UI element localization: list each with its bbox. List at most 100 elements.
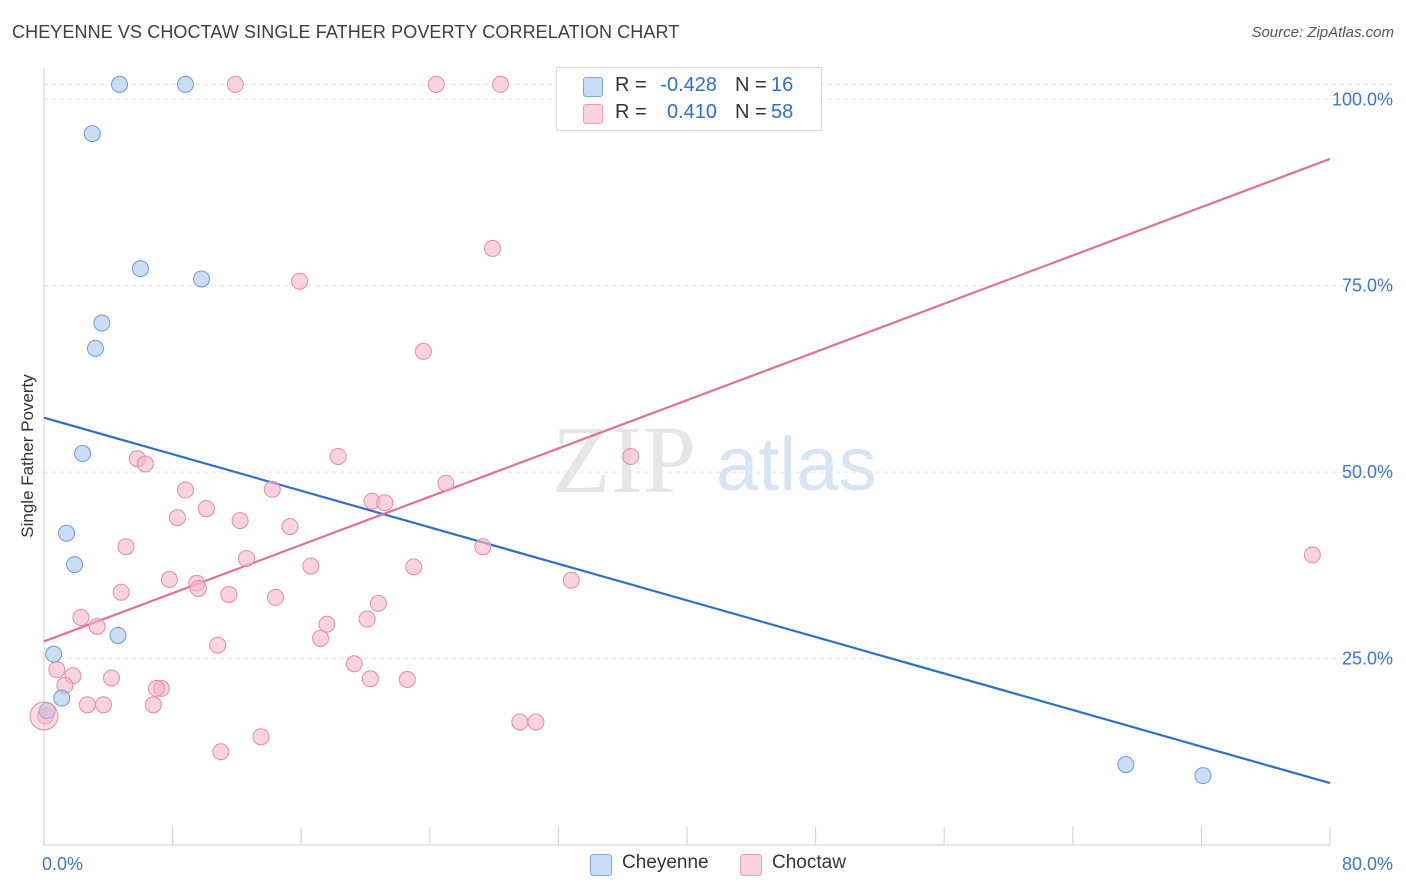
data-point-choctaw xyxy=(226,75,244,93)
y-tick-label: 50.0% xyxy=(1342,462,1393,482)
data-point-choctaw xyxy=(527,713,545,731)
legend-n-label: N = xyxy=(735,74,767,96)
data-point-choctaw xyxy=(361,670,379,688)
data-point-choctaw xyxy=(88,618,106,636)
trend-lines xyxy=(43,157,1331,785)
data-point-choctaw xyxy=(148,679,166,697)
data-point-choctaw xyxy=(112,583,130,601)
legend-r-value: -0.428 xyxy=(660,74,717,96)
data-point-choctaw xyxy=(168,509,186,527)
y-axis-label: Single Father Poverty xyxy=(18,374,37,538)
data-point-choctaw xyxy=(474,538,492,556)
data-point-choctaw xyxy=(302,557,320,575)
data-point-choctaw xyxy=(281,518,299,536)
data-point-choctaw xyxy=(511,713,529,731)
legend-n-label: N = xyxy=(735,101,767,123)
data-point-choctaw xyxy=(376,494,394,512)
data-point-choctaw xyxy=(358,610,376,628)
data-point-choctaw xyxy=(318,615,336,633)
legend-swatch-choctaw xyxy=(740,854,762,876)
data-point-choctaw xyxy=(209,636,227,654)
data-point-choctaw xyxy=(437,474,455,492)
data-point-choctaw xyxy=(291,272,309,290)
data-point-choctaw xyxy=(405,558,423,576)
trend-line-cheyenne xyxy=(43,416,1331,785)
source-label: Source: ZipAtlas.com xyxy=(1251,24,1394,41)
data-point-choctaw xyxy=(622,447,640,465)
data-point-choctaw xyxy=(1303,546,1321,564)
data-point-choctaw xyxy=(266,588,284,606)
data-point-cheyenne xyxy=(66,556,84,574)
data-point-choctaw xyxy=(427,75,445,93)
data-point-choctaw xyxy=(252,728,270,746)
legend-r-label: R = xyxy=(615,74,647,96)
data-point-choctaw xyxy=(345,655,363,673)
chart-title: CHEYENNE VS CHOCTAW SINGLE FATHER POVERT… xyxy=(12,22,680,42)
data-point-cheyenne xyxy=(109,626,127,644)
y-tick-label: 75.0% xyxy=(1342,276,1393,296)
data-point-cheyenne xyxy=(111,75,129,93)
data-point-cheyenne xyxy=(86,339,104,357)
trend-line-choctaw xyxy=(43,157,1331,643)
data-point-choctaw xyxy=(212,743,230,761)
data-point-choctaw xyxy=(29,701,59,731)
data-point-choctaw xyxy=(263,480,281,498)
data-points xyxy=(29,75,1321,785)
data-point-choctaw xyxy=(220,585,238,603)
data-point-choctaw xyxy=(189,579,207,597)
data-point-choctaw xyxy=(492,75,510,93)
data-point-choctaw xyxy=(78,696,96,714)
legend-swatch-cheyenne xyxy=(583,77,603,97)
x-tick-label: 80.0% xyxy=(1342,854,1393,874)
legend-n-value: 58 xyxy=(771,101,794,123)
data-point-choctaw xyxy=(176,481,194,499)
data-point-cheyenne xyxy=(53,689,71,707)
data-point-choctaw xyxy=(136,455,154,473)
data-point-choctaw xyxy=(117,538,135,556)
watermark-atlas: atlas xyxy=(716,422,877,507)
data-point-choctaw xyxy=(94,696,112,714)
data-point-choctaw xyxy=(197,500,215,518)
data-point-cheyenne xyxy=(45,645,63,663)
data-point-choctaw xyxy=(238,550,256,568)
data-point-cheyenne xyxy=(131,260,149,278)
data-point-choctaw xyxy=(414,342,432,360)
data-point-choctaw xyxy=(483,239,501,257)
data-point-choctaw xyxy=(562,571,580,589)
legend-swatch-choctaw xyxy=(583,104,603,124)
data-point-choctaw xyxy=(160,571,178,589)
data-point-choctaw xyxy=(329,447,347,465)
legend-label-cheyenne: Cheyenne xyxy=(622,852,709,873)
legend-r-label: R = xyxy=(615,101,647,123)
legend-r-value: 0.410 xyxy=(666,101,717,123)
data-point-cheyenne xyxy=(1194,767,1212,785)
series-legend: Cheyenne Choctaw xyxy=(0,852,1406,880)
x-tick-label: 0.0% xyxy=(42,854,83,874)
data-point-choctaw xyxy=(72,609,90,627)
data-point-cheyenne xyxy=(58,524,76,542)
data-point-cheyenne xyxy=(74,445,92,462)
data-point-cheyenne xyxy=(93,314,111,332)
legend-n-value: 16 xyxy=(771,74,794,96)
data-point-cheyenne xyxy=(193,270,211,288)
legend-row-choctaw: R = 0.410 N = 58 xyxy=(557,101,821,127)
data-point-choctaw xyxy=(231,512,249,530)
legend-swatch-cheyenne xyxy=(590,854,612,876)
data-point-cheyenne xyxy=(83,125,101,143)
data-point-choctaw xyxy=(398,670,416,688)
watermark: ZIP atlas xyxy=(552,406,877,513)
data-point-cheyenne xyxy=(1117,755,1135,773)
data-point-cheyenne xyxy=(176,75,194,93)
data-point-choctaw xyxy=(144,696,162,714)
tick-labels: 25.0% 50.0% 75.0% 100.0% 0.0% 80.0% xyxy=(42,89,1393,874)
y-tick-label: 25.0% xyxy=(1342,649,1393,669)
legend-label-choctaw: Choctaw xyxy=(772,852,846,873)
data-point-choctaw xyxy=(311,629,329,647)
y-tick-label: 100.0% xyxy=(1332,89,1393,109)
correlation-legend: R = -0.428 N = 16 R = 0.410 N = 58 xyxy=(556,67,822,131)
data-point-choctaw xyxy=(369,594,387,612)
legend-row-cheyenne: R = -0.428 N = 16 xyxy=(557,74,821,100)
data-point-choctaw xyxy=(48,661,66,679)
gridlines xyxy=(44,83,1392,660)
